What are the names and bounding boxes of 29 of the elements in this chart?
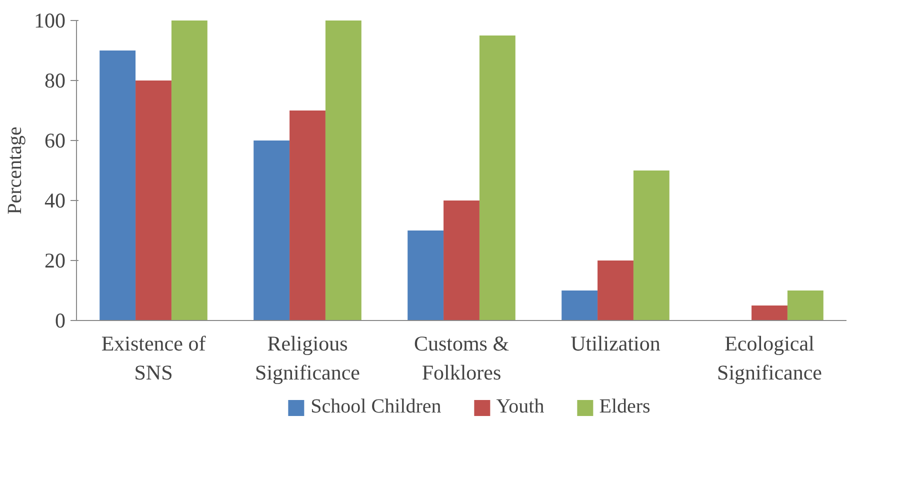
bar (479, 36, 516, 320)
y-tick-label: 0 (55, 308, 66, 332)
bar (100, 50, 136, 320)
bar (325, 20, 362, 320)
bar (254, 140, 290, 320)
bar (290, 110, 326, 320)
bar (136, 80, 172, 320)
x-tick-label: Existence of SNS (101, 332, 206, 384)
bar (171, 20, 208, 320)
legend-label: School Children (310, 396, 442, 418)
bar (444, 200, 480, 320)
bar (598, 260, 634, 320)
bar (562, 290, 598, 320)
bar (752, 306, 788, 320)
y-axis-title: Percentage (4, 126, 26, 214)
y-tick-label: 20 (44, 248, 66, 272)
x-tick-label: Ecological Significance (717, 332, 822, 384)
y-tick-label: 80 (44, 68, 66, 92)
bar (408, 230, 444, 320)
y-tick-label: 40 (44, 188, 66, 212)
x-tick-label: Customs & Folklores (414, 332, 510, 384)
x-tick-label: Utilization (570, 332, 661, 356)
legend-label: Youth (496, 396, 544, 418)
x-tick-label: Religious Significance (255, 332, 360, 384)
bar (633, 170, 670, 320)
legend-label: Elders (599, 396, 650, 418)
y-tick-label: 100 (34, 8, 66, 32)
bar (787, 290, 824, 320)
y-tick-label: 60 (44, 128, 66, 152)
